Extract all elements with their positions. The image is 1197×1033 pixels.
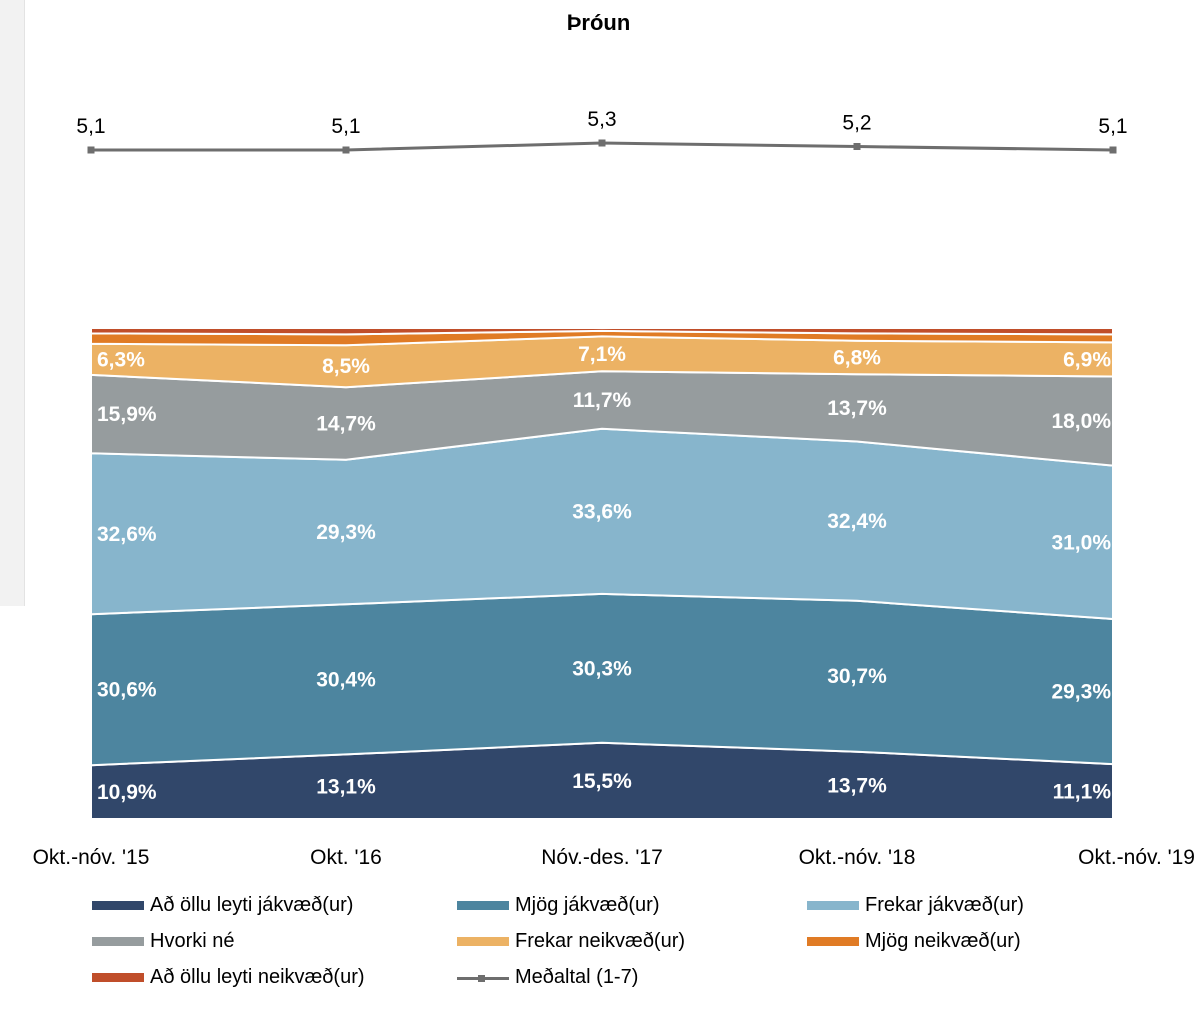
area-series-7 [90, 327, 1114, 336]
legend-item: Að öllu leyti neikvæð(ur) [92, 966, 365, 989]
area-data-label: 8,5% [322, 355, 370, 378]
area-data-label: 31,0% [1051, 531, 1111, 554]
average-data-label: 5,1 [1098, 115, 1127, 138]
legend-item: Mjög jákvæð(ur) [457, 894, 659, 917]
chart-legend: Að öllu leyti jákvæð(ur) Mjög jákvæð(ur) F… [92, 894, 1192, 1024]
average-data-label: 5,2 [842, 112, 871, 135]
average-marker [1109, 146, 1117, 154]
legend-swatch [807, 937, 859, 946]
legend-item: Frekar neikvæð(ur) [457, 930, 685, 953]
area-data-label: 10,9% [97, 781, 157, 804]
area-data-label: 6,8% [833, 346, 881, 369]
area-data-label: 32,4% [827, 510, 887, 533]
legend-swatch [457, 971, 509, 985]
x-tick-label: Nóv.-des. '17 [541, 846, 663, 869]
average-marker [598, 139, 606, 147]
side-panel [0, 0, 25, 606]
average-marker [342, 146, 350, 154]
legend-swatch [92, 901, 144, 910]
average-marker [853, 143, 861, 150]
legend-swatch [92, 937, 144, 946]
average-data-label: 5,1 [331, 115, 360, 138]
legend-label: Frekar neikvæð(ur) [515, 930, 686, 952]
area-data-label: 13,7% [827, 774, 887, 797]
area-data-label: 32,6% [97, 523, 157, 546]
area-data-label: 15,5% [572, 770, 632, 793]
area-data-label: 15,9% [97, 403, 157, 426]
legend-label: Meðaltal (1-7) [515, 966, 639, 988]
area-data-label: 7,1% [578, 343, 626, 366]
legend-swatch [92, 973, 144, 982]
legend-item: Mjög neikvæð(ur) [807, 930, 1021, 953]
legend-swatch [457, 937, 509, 946]
legend-label: Hvorki né [150, 930, 235, 952]
legend-label: Að öllu leyti jákvæð(ur) [150, 894, 354, 916]
area-data-label: 33,6% [572, 500, 632, 523]
x-tick-label: Okt.-nóv. '18 [799, 846, 916, 869]
legend-label: Frekar jákvæð(ur) [865, 894, 1024, 916]
area-data-label: 6,3% [97, 348, 145, 371]
legend-item: Að öllu leyti jákvæð(ur) [92, 894, 353, 917]
legend-label: Að öllu leyti neikvæð(ur) [150, 966, 365, 988]
area-data-label: 6,9% [1063, 348, 1111, 371]
area-data-label: 29,3% [1051, 681, 1111, 704]
area-data-label: 13,7% [827, 397, 887, 420]
area-data-label: 30,6% [97, 679, 157, 702]
legend-item: Meðaltal (1-7) [457, 966, 638, 989]
area-data-label: 30,7% [827, 665, 887, 688]
legend-item: Hvorki né [92, 930, 234, 953]
chart-title: Þróun [566, 10, 631, 35]
area-data-label: 18,0% [1051, 410, 1111, 433]
average-marker [87, 146, 95, 154]
average-data-label: 5,1 [76, 115, 105, 138]
area-data-label: 14,7% [316, 412, 376, 435]
legend-label: Mjög neikvæð(ur) [865, 930, 1021, 952]
legend-item: Frekar jákvæð(ur) [807, 894, 1024, 917]
area-data-label: 29,3% [316, 521, 376, 544]
legend-swatch [807, 901, 859, 910]
chart-plot: 10,9% 13,1% 15,5% 13,7% 11,1% 30,6% 30,4% 30,3%… [33, 108, 1195, 869]
area-data-label: 13,1% [316, 776, 376, 799]
area-data-label: 11,1% [1053, 781, 1112, 804]
area-data-label: 11,7% [573, 389, 632, 412]
x-tick-label: Okt. '16 [310, 846, 382, 869]
x-tick-label: Okt.-nóv. '19 [1078, 846, 1195, 869]
area-data-label: 30,3% [572, 657, 632, 680]
legend-swatch [457, 901, 509, 910]
x-tick-label: Okt.-nóv. '15 [33, 846, 150, 869]
area-data-label: 30,4% [316, 668, 376, 691]
average-data-label: 5,3 [587, 108, 616, 131]
legend-label: Mjög jákvæð(ur) [515, 894, 660, 916]
